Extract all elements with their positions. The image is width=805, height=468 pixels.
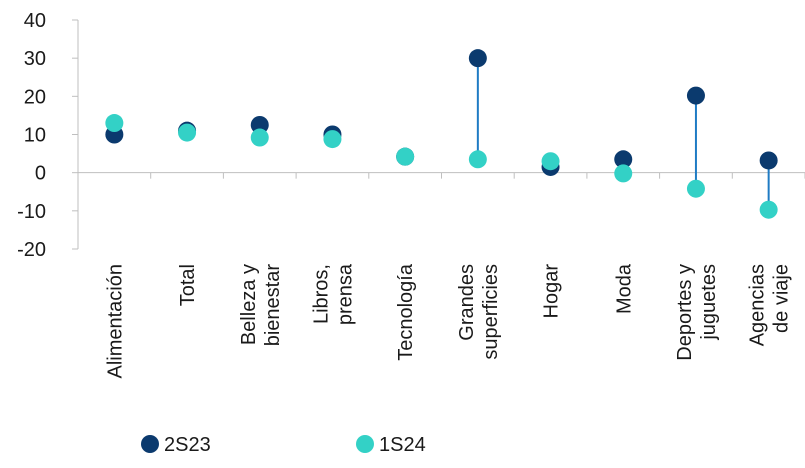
point-2s23 bbox=[759, 151, 778, 170]
point-2s23 bbox=[686, 86, 705, 105]
data-points bbox=[105, 49, 778, 219]
point-1s24 bbox=[468, 150, 487, 169]
y-tick-label: -20 bbox=[17, 239, 46, 261]
category-label: Deportes y juguetes bbox=[674, 264, 720, 361]
category-label: Hogar bbox=[541, 264, 563, 319]
category-label-line: Deportes y bbox=[674, 264, 696, 361]
category-label-line: Alimentación bbox=[104, 264, 126, 379]
legend-label: 2S23 bbox=[164, 434, 211, 456]
legend-marker bbox=[356, 435, 374, 453]
y-axis: 40 30 20 10 0 -10 -20 bbox=[17, 10, 79, 261]
point-1s24 bbox=[178, 123, 197, 142]
category-label: Moda bbox=[613, 263, 635, 314]
legend-marker bbox=[141, 435, 159, 453]
y-tick-label: 20 bbox=[24, 86, 46, 108]
legend-item-1s24: 1S24 bbox=[356, 434, 426, 456]
y-tick-label: 0 bbox=[35, 163, 46, 185]
category-label-line: prensa bbox=[334, 263, 356, 325]
category-label-line: superficies bbox=[480, 264, 502, 360]
category-label: Total bbox=[177, 264, 199, 306]
category-label-line: Tecnología bbox=[395, 263, 417, 361]
y-tick-label: 10 bbox=[24, 125, 46, 147]
legend: 2S23 1S24 bbox=[141, 434, 426, 456]
point-2s23 bbox=[250, 115, 269, 134]
point-1s24 bbox=[686, 179, 705, 198]
y-tick-label: -10 bbox=[17, 201, 46, 223]
category-label: Belleza y bienestar bbox=[238, 264, 284, 347]
point-1s24 bbox=[250, 128, 269, 147]
category-label-line: de viaje bbox=[771, 264, 793, 333]
connector-lines bbox=[113, 58, 770, 210]
point-1s24 bbox=[323, 130, 342, 149]
category-label-line: Libros, bbox=[310, 264, 332, 324]
point-1s24 bbox=[759, 200, 778, 219]
category-label-line: bienestar bbox=[262, 264, 284, 347]
point-1s24 bbox=[614, 164, 633, 183]
category-label: Grandes superficies bbox=[456, 264, 502, 360]
legend-item-2s23: 2S23 bbox=[141, 434, 211, 456]
category-label: Libros, prensa bbox=[310, 263, 356, 325]
y-tick-label: 40 bbox=[24, 10, 46, 32]
category-label-line: Agencias bbox=[747, 264, 769, 346]
category-label-line: Moda bbox=[613, 263, 635, 314]
y-tick-label: 30 bbox=[24, 48, 46, 70]
point-1s24 bbox=[396, 147, 415, 166]
point-2s23 bbox=[614, 150, 633, 169]
category-labels: Alimentación Total Belleza y bienestar Libro… bbox=[104, 263, 792, 378]
category-label-line: Hogar bbox=[541, 264, 563, 319]
legend-label: 1S24 bbox=[379, 434, 426, 456]
category-label: Alimentación bbox=[104, 264, 126, 379]
point-1s24 bbox=[105, 114, 124, 133]
point-2s23 bbox=[468, 49, 487, 68]
category-label: Tecnología bbox=[395, 263, 417, 361]
category-label-line: juguetes bbox=[698, 264, 720, 341]
point-1s24 bbox=[541, 152, 560, 171]
category-label: Agencias de viaje bbox=[747, 264, 793, 346]
x-axis bbox=[77, 172, 805, 179]
category-label-line: Belleza y bbox=[238, 264, 260, 345]
category-label-line: Grandes bbox=[456, 264, 478, 341]
category-label-line: Total bbox=[177, 264, 199, 306]
